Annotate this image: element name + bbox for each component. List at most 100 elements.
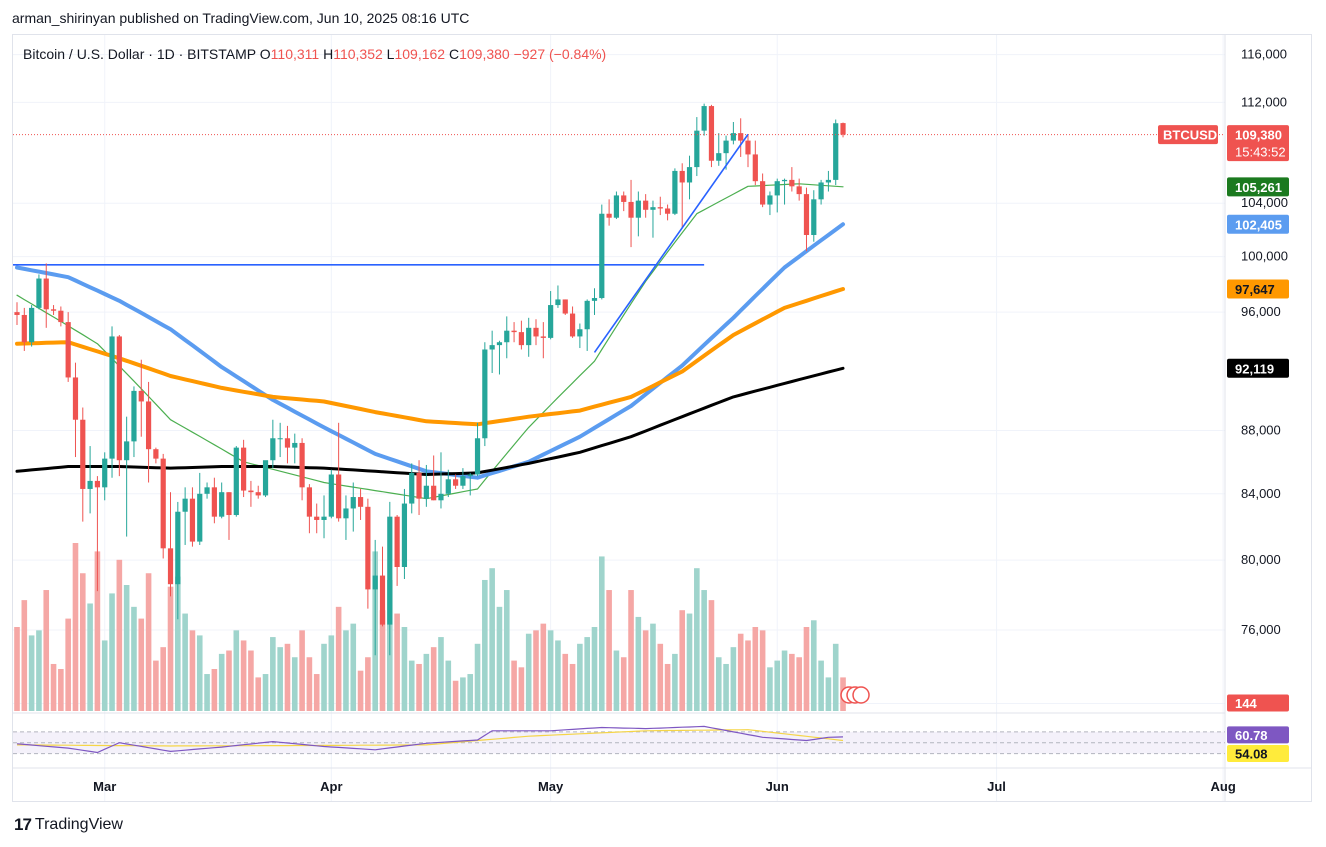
- candle: [496, 340, 503, 375]
- candle: [686, 155, 693, 200]
- candle-body: [365, 506, 371, 590]
- moving-average-line: [15, 287, 845, 427]
- candle: [431, 455, 437, 501]
- price-tick-label: 80,000: [1241, 552, 1281, 567]
- candle-body: [701, 106, 707, 131]
- candle: [635, 191, 641, 237]
- moving-average-line: [15, 222, 845, 480]
- volume-bar: [43, 590, 50, 711]
- candle: [745, 135, 751, 168]
- volume-bar: [101, 640, 108, 711]
- chart-frame[interactable]: 116,000 112,000 104,000 100,000 96,000 88,000…: [12, 34, 1312, 802]
- legend-c-label: C: [449, 46, 459, 62]
- candle: [219, 482, 225, 519]
- candle: [167, 492, 174, 597]
- volume-bar: [511, 660, 517, 711]
- volume-bar: [270, 637, 276, 711]
- candle: [482, 342, 488, 447]
- candle: [233, 446, 239, 517]
- candle-body: [58, 310, 64, 323]
- volume-bar: [87, 603, 93, 711]
- candle-body: [723, 140, 729, 154]
- candle-body: [160, 458, 166, 549]
- candle-body: [584, 300, 590, 330]
- volume-bar: [131, 606, 137, 711]
- candle-body: [621, 195, 627, 202]
- candle-body: [321, 516, 327, 520]
- candle-body: [752, 154, 758, 182]
- candle: [109, 326, 115, 478]
- chart-canvas[interactable]: 116,000 112,000 104,000 100,000 96,000 88,000…: [13, 35, 1311, 801]
- time-tick-label: Apr: [320, 779, 342, 794]
- volume-bars: [14, 543, 846, 711]
- candle-body: [818, 182, 824, 200]
- candle: [511, 322, 517, 343]
- price-tick-label: 112,000: [1241, 94, 1287, 109]
- candle: [160, 453, 166, 559]
- candle: [328, 469, 334, 519]
- candle: [182, 487, 188, 545]
- volume-bar: [540, 623, 547, 711]
- volume-bar: [810, 620, 817, 711]
- price-tick-label: 116,000: [1241, 47, 1287, 62]
- volume-bar: [482, 579, 488, 711]
- time-tick-label: May: [538, 779, 564, 794]
- volume-bar: [547, 630, 554, 711]
- ma-value-label-bg: [1227, 358, 1289, 378]
- candle-body: [460, 476, 466, 486]
- volume-bar: [664, 663, 671, 711]
- candle: [343, 495, 349, 540]
- rsi-pane: [13, 712, 1225, 755]
- volume-bar: [175, 576, 181, 711]
- volume-bar: [306, 657, 313, 711]
- candle-body: [153, 449, 159, 459]
- candle-body: [569, 313, 576, 337]
- volume-bar: [196, 635, 203, 711]
- candle: [760, 173, 766, 208]
- volume-bar: [803, 627, 810, 711]
- candle-body: [555, 299, 561, 306]
- volume-value-label-bg: [1227, 694, 1289, 712]
- candle: [138, 359, 144, 437]
- candle: [840, 122, 846, 138]
- candle-body: [628, 201, 634, 218]
- candle-body: [781, 179, 788, 182]
- volume-bar: [299, 630, 305, 711]
- candle-body: [540, 336, 546, 338]
- candle: [211, 477, 217, 524]
- volume-bar: [430, 647, 437, 711]
- candle-body: [708, 106, 715, 161]
- volume-bar: [335, 606, 342, 711]
- candle-body: [343, 508, 349, 519]
- volume-bar: [452, 680, 459, 711]
- candle: [58, 306, 64, 327]
- candle: [321, 495, 327, 539]
- volume-bar: [701, 590, 707, 711]
- candle: [357, 488, 364, 520]
- candle: [789, 167, 795, 192]
- legend-line: Bitcoin / U.S. Dollar · 1D · BITSTAMP O1…: [23, 46, 606, 62]
- candle-body: [219, 492, 225, 517]
- candle-body: [577, 329, 583, 337]
- volume-bar: [262, 674, 269, 711]
- candle-body: [453, 479, 459, 486]
- volume-bar: [233, 630, 240, 711]
- candle-body: [635, 200, 641, 218]
- candle: [752, 140, 758, 186]
- candle-body: [182, 498, 188, 512]
- candle: [518, 320, 524, 350]
- time-tick-label: Mar: [93, 779, 116, 794]
- volume-bar: [379, 610, 386, 711]
- price-tick-label: 88,000: [1241, 423, 1281, 438]
- ma-value-label: 92,119: [1235, 361, 1274, 376]
- publisher-caption: arman_shirinyan published on TradingView…: [12, 10, 470, 26]
- volume-bar: [138, 618, 145, 711]
- candle-body: [745, 140, 751, 155]
- volume-bar: [58, 669, 64, 711]
- candle-body: [379, 575, 386, 625]
- tradingview-logo[interactable]: 17 TradingView: [14, 815, 123, 835]
- candle: [262, 460, 269, 498]
- volume-bar: [825, 677, 832, 711]
- candle-body: [226, 492, 232, 516]
- moving-average-line: [15, 366, 845, 476]
